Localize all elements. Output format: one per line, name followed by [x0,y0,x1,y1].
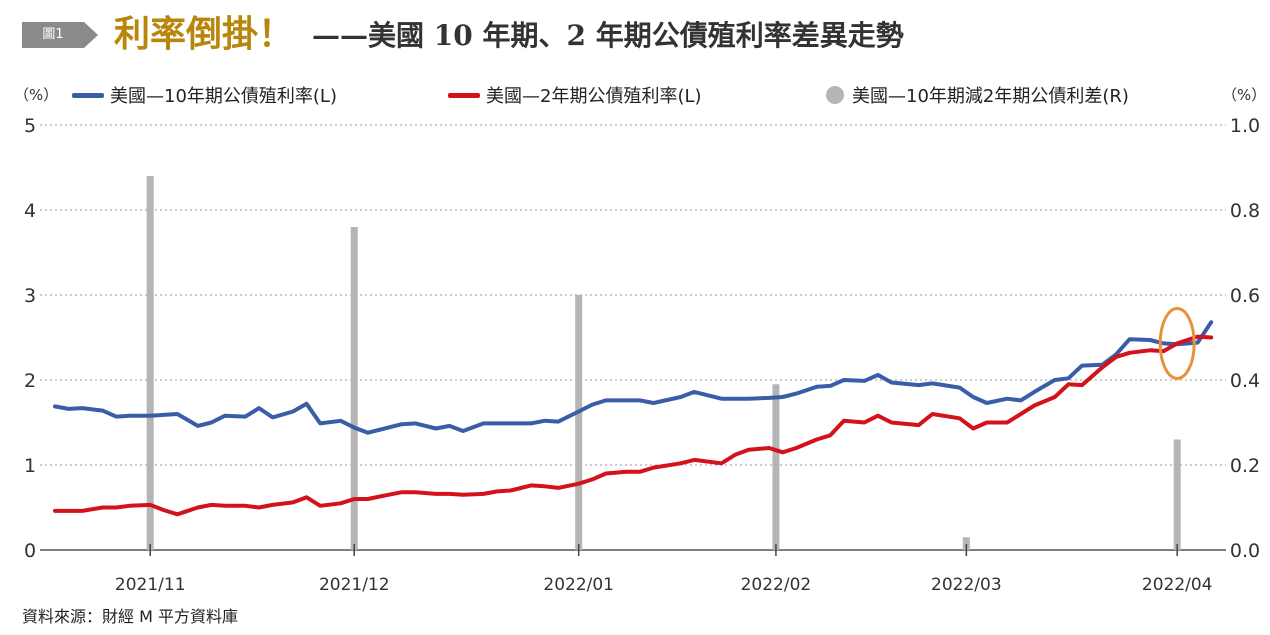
header: 圖1 利率倒掛！ ——美國 10 年期、2 年期公債殖利率差異走勢 [22,10,1252,55]
legend-label-2y: 美國—2年期公債殖利率(L) [486,86,702,107]
x-tick-label: 2022/03 [931,575,1002,595]
y-left-tick-label: 3 [24,285,36,307]
y-right-tick-label: 0.4 [1230,370,1260,392]
y-left-tick-label: 1 [24,455,36,477]
y-right-tick-label: 1.0 [1230,115,1260,137]
legend-line-blue-icon [72,92,104,98]
series-line-10y [53,320,1214,435]
spread-bar [1173,439,1181,550]
badge-arrow-icon [84,22,98,48]
chart-subtitle: ——美國 10 年期、2 年期公債殖利率差異走勢 [312,19,904,52]
legend-label-spread: 美國—10年期減2年期公債利差(R) [852,86,1129,107]
right-axis-unit: （%） [1222,86,1267,104]
spread-bar [146,176,154,550]
spread-bar [772,384,780,550]
y-left-tick-label: 4 [24,200,36,222]
x-tick-label: 2021/12 [319,575,390,595]
y-right-tick-label: 0.2 [1230,455,1260,477]
left-axis-unit: （%） [14,86,59,104]
legend-line-red-icon [448,92,480,98]
legend-dot-gray-icon [826,86,844,104]
legend-label-10y: 美國—10年期公債殖利率(L) [110,86,337,107]
spread-bar [350,227,358,550]
legend: （%） 美國—10年期公債殖利率(L) 美國—2年期公債殖利率(L) 美國—10… [0,80,1270,110]
x-tick-label: 2021/11 [115,575,186,595]
x-tick-label: 2022/04 [1142,575,1213,595]
y-left-tick-label: 0 [24,540,36,562]
x-tick-label: 2022/02 [741,575,812,595]
y-left-tick-label: 2 [24,370,36,392]
spread-bar [575,295,583,550]
legend-item-spread: 美國—10年期減2年期公債利差(R) [826,80,1129,110]
inversion-highlight-circle [1158,306,1196,380]
x-tick-label: 2022/01 [543,575,614,595]
y-right-tick-label: 0.8 [1230,200,1260,222]
legend-item-2y: 美國—2年期公債殖利率(L) [448,80,702,110]
y-left-tick-label: 5 [24,115,36,137]
series-line-2y [53,334,1214,517]
legend-item-10y: 美國—10年期公債殖利率(L) [72,80,337,110]
chart-title: 利率倒掛！ [114,13,295,55]
y-right-tick-label: 0.0 [1230,540,1260,562]
figure-badge: 圖1 [22,22,84,48]
y-right-tick-label: 0.6 [1230,285,1260,307]
spread-bar [962,537,970,550]
source-note: 資料來源：財經 M 平方資料庫 [22,607,238,626]
